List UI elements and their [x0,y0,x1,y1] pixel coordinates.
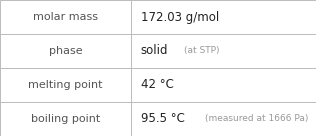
Text: solid: solid [141,44,168,58]
Text: 95.5 °C: 95.5 °C [141,112,185,126]
Text: molar mass: molar mass [33,12,98,22]
Text: phase: phase [49,46,82,56]
Text: 172.03 g/mol: 172.03 g/mol [141,10,219,24]
Text: (at STP): (at STP) [184,47,220,55]
Text: 42 °C: 42 °C [141,78,173,92]
Text: boiling point: boiling point [31,114,100,124]
Text: (measured at 1666 Pa): (measured at 1666 Pa) [205,115,308,123]
Text: melting point: melting point [28,80,103,90]
